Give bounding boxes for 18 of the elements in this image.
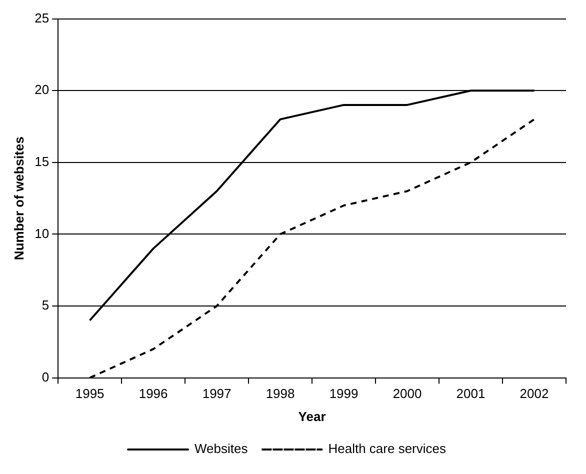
legend-label: Websites [194,441,248,456]
x-tick-label: 2000 [392,386,422,402]
y-axis-title: Number of websites [11,136,26,260]
y-tick-label: 25 [34,10,50,26]
legend-label: Health care services [328,441,446,456]
y-tick-label: 5 [42,298,50,313]
x-tick-label: 1997 [202,386,232,402]
y-tick-label: 0 [42,369,50,384]
x-tick-label: 1999 [329,386,358,402]
y-tick-label: 20 [34,82,50,98]
x-tick-label: 1995 [75,386,104,402]
y-tick-label: 10 [34,226,50,241]
y-tick-label: 15 [34,154,50,169]
x-axis-title: Year [298,408,326,424]
x-tick-label: 2001 [456,386,486,402]
x-tick-label: 1998 [266,386,295,402]
x-tick-label: 1996 [138,386,168,402]
x-tick-label: 2002 [520,386,549,402]
